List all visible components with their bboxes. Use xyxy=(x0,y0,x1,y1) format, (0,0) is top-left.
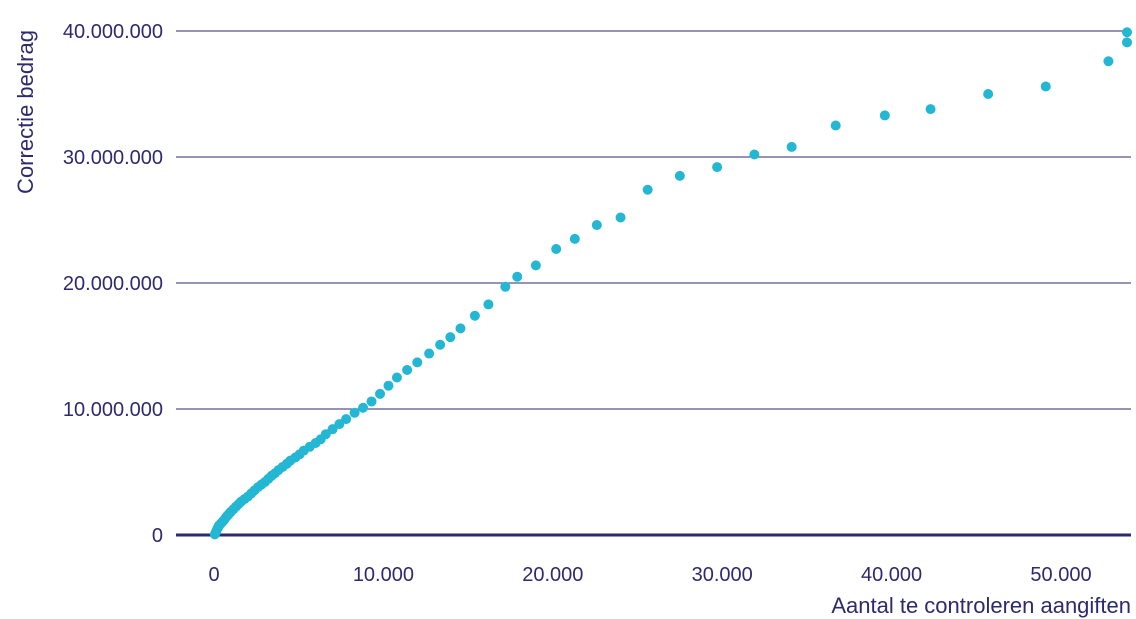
data-point xyxy=(375,388,386,399)
data-point xyxy=(1122,27,1132,38)
data-point xyxy=(383,380,394,391)
data-point xyxy=(591,220,602,231)
data-point xyxy=(358,402,369,413)
data-points xyxy=(209,27,1132,540)
data-point xyxy=(642,184,653,195)
data-point xyxy=(445,332,456,343)
data-point xyxy=(1040,81,1051,92)
data-point xyxy=(391,372,402,383)
x-tick-label: 40.000 xyxy=(861,564,922,586)
data-point xyxy=(366,396,377,407)
x-tick-label: 50.000 xyxy=(1030,564,1091,586)
y-tick-label: 40.000.000 xyxy=(63,21,163,43)
y-tick-label: 20.000.000 xyxy=(63,273,163,295)
data-point xyxy=(341,414,352,425)
tick-labels: 0 10.000.000 20.000.000 30.000.000 40.000.00… xyxy=(63,21,1092,586)
data-point xyxy=(674,170,685,181)
data-point xyxy=(424,348,435,359)
data-point xyxy=(925,104,936,115)
grid-lines xyxy=(176,30,1131,537)
data-point xyxy=(435,339,446,350)
x-axis-title: Aantal te controleren aangiften xyxy=(831,593,1131,618)
y-tick-label: 10.000.000 xyxy=(63,399,163,421)
x-tick-label: 0 xyxy=(208,564,219,586)
data-point xyxy=(349,407,360,418)
y-tick-label: 30.000.000 xyxy=(63,147,163,169)
data-point xyxy=(469,310,480,321)
data-point xyxy=(749,149,760,160)
x-tick-label: 10.000 xyxy=(353,564,414,586)
data-point xyxy=(712,162,723,173)
data-point xyxy=(412,357,423,368)
data-point xyxy=(983,89,994,99)
y-tick-label: 0 xyxy=(152,525,163,547)
data-point xyxy=(786,141,797,152)
data-point xyxy=(551,243,562,254)
data-point xyxy=(879,110,890,121)
data-point xyxy=(830,120,841,131)
data-point xyxy=(483,299,494,310)
data-point xyxy=(455,323,466,334)
data-point xyxy=(569,233,580,244)
x-tick-label: 30.000 xyxy=(692,564,753,586)
data-point xyxy=(615,212,626,223)
data-point xyxy=(530,260,541,271)
data-point xyxy=(402,364,413,375)
y-axis-title: Correctie bedrag xyxy=(13,30,38,194)
x-tick-label: 20.000 xyxy=(522,564,583,586)
data-point xyxy=(1122,37,1132,48)
data-point xyxy=(500,281,511,292)
data-point xyxy=(1103,56,1114,67)
data-point xyxy=(512,271,523,282)
